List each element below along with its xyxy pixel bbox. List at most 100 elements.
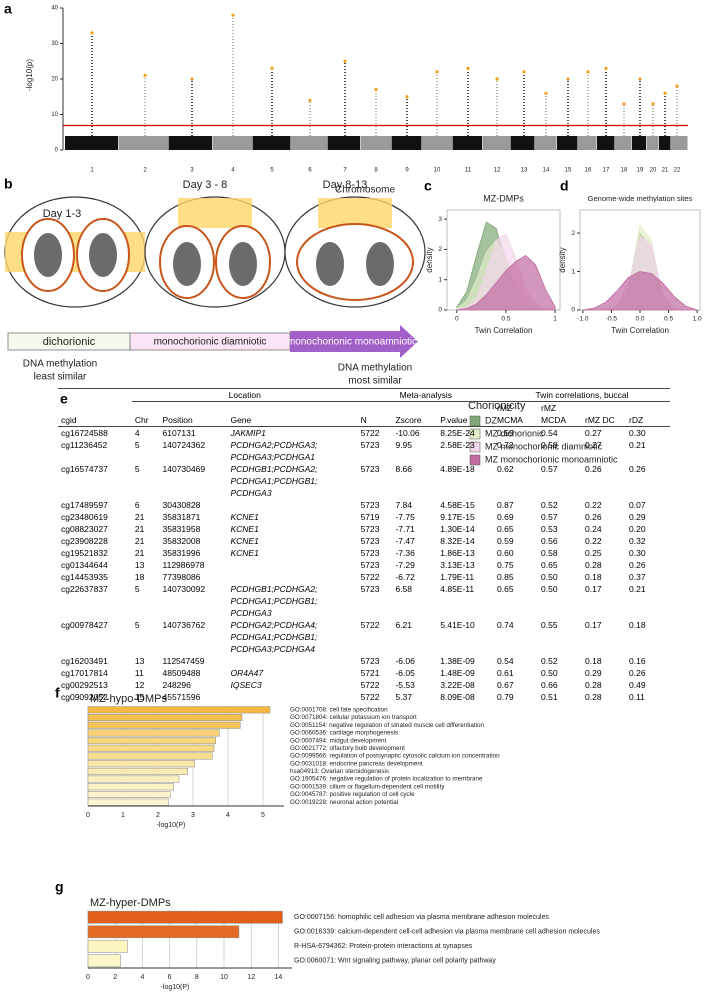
- gene-cell: [227, 691, 357, 703]
- bar: [87, 790, 171, 798]
- column-header: rMZ DC: [582, 401, 626, 427]
- table-cell: 3.13E-13: [440, 560, 475, 570]
- gene-cell: [227, 571, 357, 583]
- table-cell: 0.54: [497, 656, 514, 666]
- bar-label: GO:0060536: cartilage morphogenesis: [290, 730, 398, 737]
- x-tick-label: 3: [191, 812, 195, 819]
- placenta: [178, 198, 252, 228]
- y-axis-label: -log10(p): [25, 59, 34, 91]
- table-cell: 0.65: [541, 560, 558, 570]
- bar-label: GO:0001539: cilium or flagellum-dependen…: [290, 783, 445, 790]
- x-tick-label: -0.5: [606, 316, 618, 323]
- gene-cell: [227, 499, 357, 511]
- table-cell: 5723: [360, 548, 380, 558]
- table-cell: 5722: [360, 572, 380, 582]
- table-cell: 6.58: [395, 584, 413, 594]
- column-header: Position: [159, 401, 228, 427]
- table-cell: 112986978: [162, 560, 205, 570]
- snp-cloud: [615, 136, 632, 150]
- table-cell: 13: [134, 656, 145, 666]
- gene-line: PCDHGA3;PCDHGA4: [230, 644, 316, 654]
- group-header: Twin correlations, buccal: [494, 388, 670, 402]
- table-cell: 21: [134, 524, 145, 534]
- bar-label: GO:0071804: cellular potassium ion trans…: [290, 714, 417, 721]
- snp-peak: [143, 73, 147, 78]
- snp-peak: [190, 77, 194, 81]
- gene-line: PCDHGA1;PCDHGB1;: [230, 632, 318, 642]
- table-cell: 0.07: [629, 500, 646, 510]
- table-cell: 0.16: [629, 656, 646, 666]
- table-cell: 8.66: [395, 464, 413, 474]
- x-axis-label: -log10(P): [161, 984, 190, 991]
- table-cell: 7.84: [395, 500, 413, 510]
- snp-peak: [663, 91, 667, 95]
- y-tick-label: 0: [571, 307, 575, 314]
- table-cell: cg00978427: [61, 620, 108, 630]
- gene-cell: KCNE1: [227, 523, 357, 535]
- note: most similar: [348, 376, 402, 387]
- table-cell: 0.65: [497, 584, 514, 594]
- x-tick-label: 17: [603, 168, 610, 174]
- y-axis-label: density: [425, 247, 434, 272]
- bar: [87, 954, 121, 968]
- chart-title: MZ-hyper-DMPs: [90, 897, 171, 909]
- table-cell: cg16724588: [61, 428, 108, 438]
- x-tick-label: 14: [275, 974, 283, 981]
- fetus: [89, 233, 117, 277]
- column-header: rMZ MCMA: [494, 401, 538, 427]
- fetus: [173, 242, 201, 286]
- table-cell: 0.60: [497, 548, 514, 558]
- table-cell: 0.53: [541, 524, 558, 534]
- bar-label: GO:0099566: regulation of postsynaptic c…: [290, 753, 500, 760]
- column-header: Zscore: [392, 401, 438, 427]
- y-tick-label: 40: [51, 6, 58, 12]
- table-cell: 0.75: [497, 560, 514, 570]
- snp-cloud: [510, 136, 535, 150]
- x-tick-label: 13: [521, 168, 528, 174]
- table-cell: 35831871: [162, 512, 201, 522]
- gene-cell: PCDHGA2;PCDHGA3; PCDHGA3;PCDHGA1: [227, 439, 357, 463]
- table-cell: 0.17: [585, 620, 602, 630]
- x-tick-label: 3: [190, 168, 194, 174]
- bar: [87, 939, 128, 953]
- table-cell: -7.71: [395, 524, 415, 534]
- data-table: Location Meta-analysis Twin correlations, …: [58, 388, 670, 703]
- column-header: P.value: [437, 401, 494, 427]
- legend-label: MZ dichorionic: [485, 428, 544, 438]
- table-row: cg00292513 12 248296 IQSEC3 5722 -5.53 3.22E-0…: [58, 679, 670, 691]
- snp-cloud: [482, 136, 510, 150]
- table-cell: 0.28: [585, 560, 602, 570]
- y-tick-label: 10: [51, 112, 58, 118]
- bar: [87, 767, 188, 775]
- table-cell: 0.25: [585, 548, 602, 558]
- bar-label: GO:0007494: midgut development: [290, 737, 387, 744]
- bar-label: GO:0051154: negative regulation of stria…: [290, 722, 485, 729]
- snp-cloud: [65, 136, 118, 150]
- gene-cell: OR4A47: [227, 667, 357, 679]
- table-cell: 15: [134, 692, 145, 702]
- x-tick-label: 0.5: [501, 316, 510, 323]
- table-cell: 13: [134, 560, 145, 570]
- table-cell: 0.87: [497, 500, 514, 510]
- table-cell: 0.67: [497, 680, 514, 690]
- gene-line: KCNE1: [230, 524, 259, 534]
- bar: [87, 783, 174, 791]
- table-cell: 0.61: [497, 668, 514, 678]
- gene-line: PCDHGA3: [230, 488, 272, 498]
- gene-cell: PCDHGA2;PCDHGA4; PCDHGA1;PCDHGB1; PCDHGA3;…: [227, 619, 357, 655]
- table-cell: 45571596: [162, 692, 201, 702]
- fetus: [366, 242, 394, 286]
- note: DNA methylation: [338, 363, 412, 374]
- table-cell: 248296: [162, 680, 191, 690]
- table-cell: 5.41E-10: [440, 620, 475, 630]
- x-tick-label: 19: [637, 168, 644, 174]
- table-cell: 0.74: [497, 620, 514, 630]
- table-cell: 0.26: [629, 464, 646, 474]
- x-tick-label: 4: [231, 168, 235, 174]
- snp-peak: [90, 31, 94, 35]
- gene-line: OR4A47: [230, 668, 264, 678]
- table-cell: cg01344644: [61, 560, 108, 570]
- x-tick-label: 8: [374, 168, 378, 174]
- gene-line: KCNE1: [230, 548, 259, 558]
- table-cell: 0.62: [497, 464, 514, 474]
